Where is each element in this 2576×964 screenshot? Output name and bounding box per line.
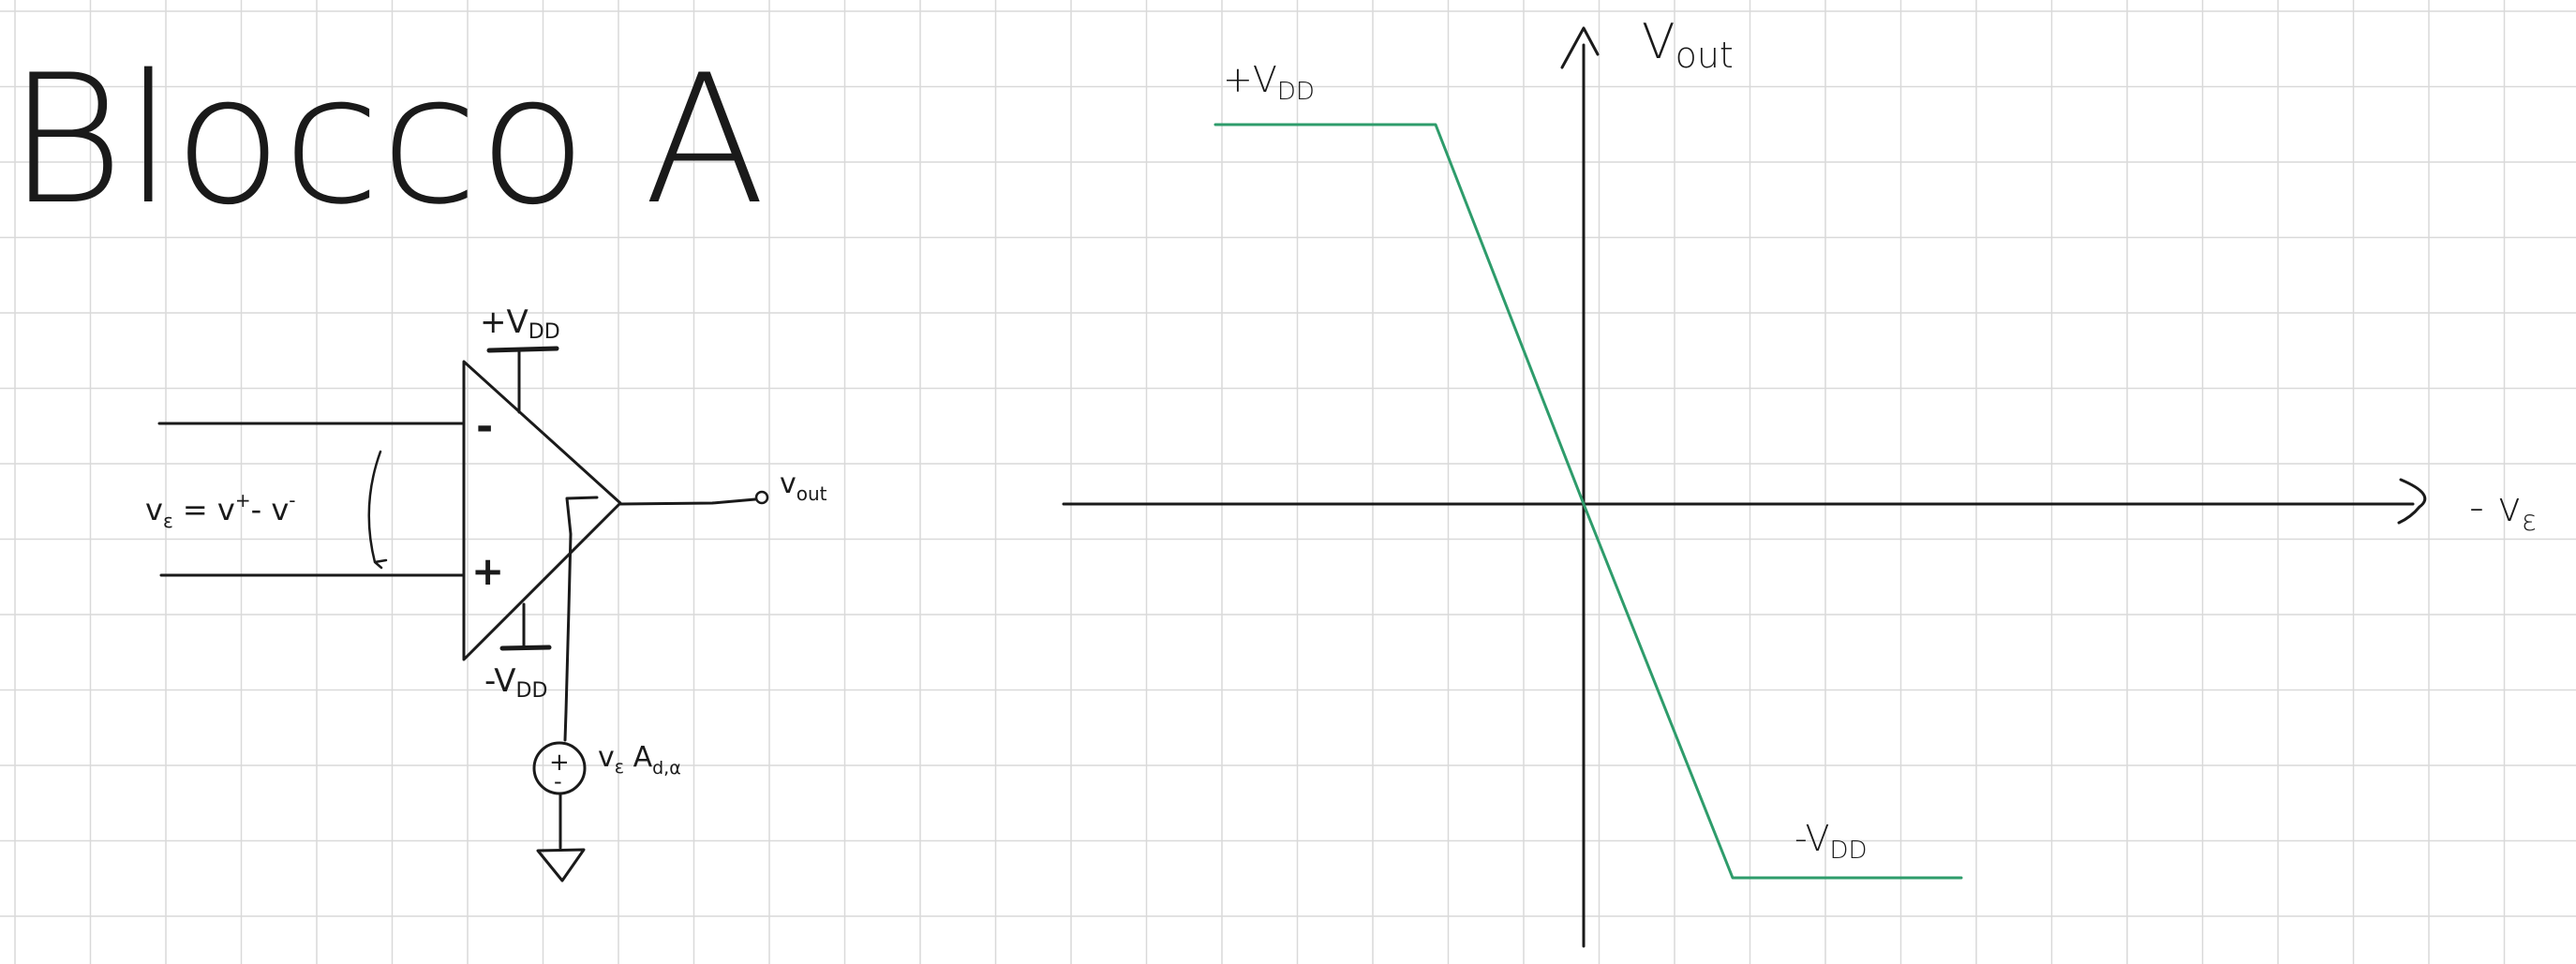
plus-terminal-sign: + — [471, 548, 504, 594]
positive-supply-label: +VDD — [480, 304, 560, 344]
minus-terminal-sign: - — [476, 403, 493, 451]
x-axis-label: - vε — [2469, 483, 2537, 538]
output-terminal — [754, 490, 769, 505]
negative-supply-label: -VDD — [484, 662, 547, 703]
input-voltage-equation: vε = v+- v- — [145, 489, 295, 532]
source-gain-label: vε Ad,α — [598, 741, 681, 779]
y-axis-arrowhead — [1560, 26, 1600, 69]
positive-supply-bar — [486, 346, 559, 353]
output-wire — [618, 497, 757, 506]
page-title: Blocco A — [7, 37, 766, 244]
x-axis-arrowhead — [2397, 478, 2427, 525]
transfer-curve — [1214, 123, 1963, 880]
output-label: vout — [780, 467, 827, 505]
opamp-schematic: - + +VDD -VDD vout + - vε Ad,α — [145, 304, 827, 882]
source-minus-sign: - — [554, 768, 562, 794]
transfer-characteristic: Vout - vε +VDD -VDD — [1062, 14, 2537, 948]
ground-symbol — [536, 848, 586, 882]
y-axis-label: Vout — [1642, 14, 1734, 76]
source-plus-sign: + — [549, 749, 570, 777]
negative-saturation-label: -VDD — [1794, 818, 1868, 865]
opamp-triangle — [462, 360, 622, 661]
negative-supply-bar — [499, 645, 552, 651]
positive-saturation-label: +VDD — [1223, 59, 1315, 106]
internal-output-line — [563, 496, 599, 742]
input-voltage-arrow — [367, 450, 388, 570]
